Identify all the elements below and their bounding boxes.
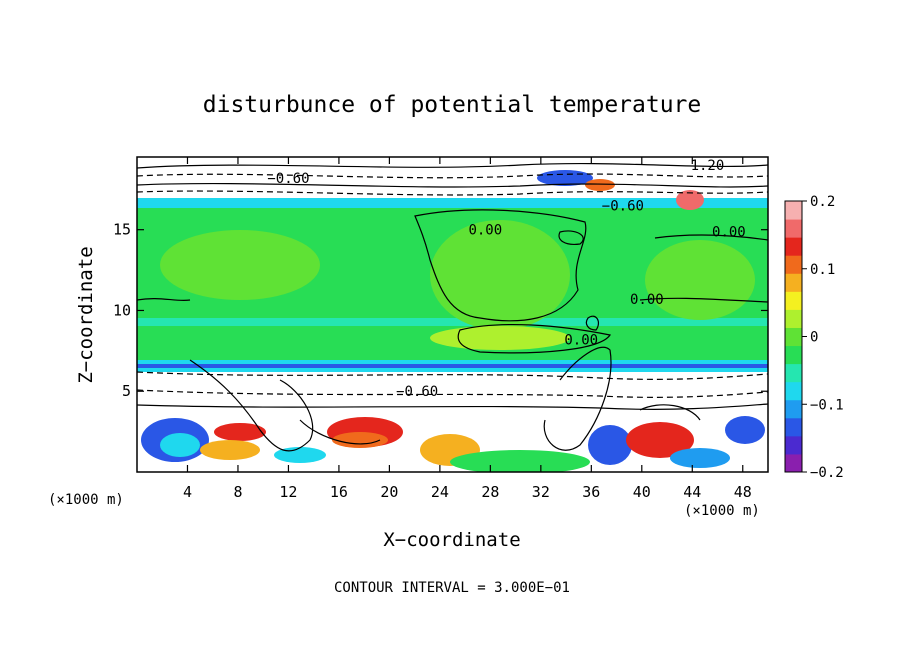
plot-area: 0.00 0.000.000.00−0.60−0.60−0.601.20 4 8 12…: [113, 156, 769, 501]
warm-core: [160, 230, 320, 300]
x-tick-label: 40: [633, 483, 651, 501]
lower-blob: [332, 432, 388, 448]
lower-blob: [200, 440, 260, 460]
band-cyan-mid: [137, 318, 768, 326]
band-cyan-upper: [137, 198, 768, 208]
colorbar-tick-label: 0.2: [810, 194, 835, 210]
x-tick-label: 8: [233, 483, 242, 501]
x-tick-label: 4: [183, 483, 192, 501]
contour-interval-note: CONTOUR INTERVAL = 3.000E−01: [334, 580, 570, 596]
x-tick-label: 12: [279, 483, 297, 501]
lower-blob: [626, 422, 694, 458]
y-tick-label: 5: [122, 382, 131, 400]
lower-blob: [670, 448, 730, 468]
contour-lines: [137, 162, 768, 452]
contour-label: 0.00: [468, 223, 502, 239]
contour-label: −0.60: [396, 384, 438, 400]
contour-label: 1.20: [691, 158, 725, 174]
y-axis-label: Z−coordinate: [75, 246, 97, 383]
x-axis-label: X−coordinate: [383, 529, 520, 551]
contour-label: 0.00: [564, 333, 598, 349]
chart-title: disturbunce of potential temperature: [203, 92, 702, 118]
x-tick-label: 16: [330, 483, 348, 501]
upper-blob: [676, 190, 704, 210]
colorbar-swatch: [785, 237, 802, 256]
x-tick-label: 32: [532, 483, 550, 501]
colorbar-swatch: [785, 363, 802, 383]
colorbar-swatch: [785, 453, 802, 473]
colorbar: 0.2 0.1 0 −0.1 −0.2: [784, 194, 844, 481]
colorbar-swatch: [785, 201, 802, 220]
colorbar-ticks: 0.2 0.1 0 −0.1 −0.2: [802, 194, 844, 481]
colorbar-swatch: [785, 435, 802, 455]
colorbar-swatch: [785, 219, 802, 238]
contour-label: 0.00: [712, 224, 746, 240]
colorbar-tick-label: 0.1: [810, 262, 835, 278]
x-tick-label: 20: [380, 483, 398, 501]
colorbar-tick-label: 0: [810, 330, 818, 346]
x-tick-label: 24: [431, 483, 449, 501]
contour-label: −0.60: [267, 171, 309, 187]
colorbar-swatch: [785, 309, 802, 328]
x-tick-label: 28: [481, 483, 499, 501]
colorbar-swatch: [785, 417, 802, 437]
colorbar-swatch: [785, 255, 802, 274]
band-blue-lower: [137, 364, 768, 368]
lower-blob: [160, 433, 200, 457]
upper-blob: [585, 179, 615, 191]
lower-blob: [588, 425, 632, 465]
contour-label-group: 0.00 0.00 0.00 0.00 −0.60 −0.60 −0.60 1.20: [267, 158, 745, 400]
contour-label: −0.60: [602, 198, 644, 214]
x-axis: 4 8 12 16 20 24 28 32 36 40 44 48: [183, 157, 752, 501]
warm-core: [430, 220, 570, 330]
lower-blob: [214, 423, 266, 441]
warm-core: [430, 326, 570, 350]
colorbar-swatch: [785, 345, 802, 365]
x-tick-label: 36: [582, 483, 600, 501]
y-axis: 5 10 15: [113, 221, 768, 400]
contour-label: 0.00: [630, 292, 664, 308]
x-tick-label: 48: [734, 483, 752, 501]
lower-blob: [450, 450, 590, 472]
colorbar-swatch: [785, 399, 802, 419]
y-tick-label: 15: [113, 221, 131, 239]
colorbar-swatch: [785, 273, 802, 292]
colorbar-swatch: [785, 381, 802, 401]
plot-frame: [136, 156, 769, 473]
colorbar-swatches: [785, 201, 802, 473]
colorbar-swatch: [785, 327, 802, 347]
y-axis-unit: (×1000 m): [48, 492, 124, 508]
x-tick-label: 44: [683, 483, 701, 501]
colorbar-tick-label: −0.2: [810, 465, 844, 481]
colorbar-swatch: [785, 291, 802, 310]
x-axis-unit: (×1000 m): [684, 503, 760, 519]
y-tick-label: 10: [113, 301, 131, 319]
colorbar-tick-label: −0.1: [810, 397, 844, 413]
lower-blob: [725, 416, 765, 444]
